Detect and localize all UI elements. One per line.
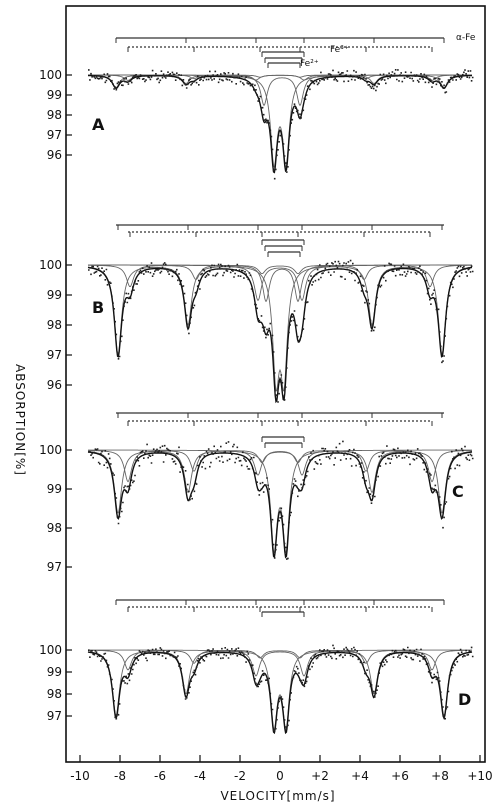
x-tick-label: -10 (70, 769, 90, 783)
component-curve (88, 74, 472, 169)
x-axis-label: VELOCITY[mm/s] (220, 789, 335, 803)
panel-label-d: D (458, 690, 471, 709)
y-tick-label: 97 (47, 128, 62, 142)
y-tick-label: 98 (47, 318, 62, 332)
plot-frame (65, 5, 486, 763)
x-tick-label: +8 (431, 769, 449, 783)
data-points (88, 69, 474, 180)
fit-envelope-curve (88, 74, 472, 174)
y-tick-label: 99 (47, 88, 62, 102)
spectra-panels: 100 99 98 97 96 Aα-Fe Fe³⁺ Fe²⁺ 100 99 98 97 96 B 100 9… (39, 33, 476, 735)
component-curve (88, 449, 472, 554)
component-curve (87, 266, 473, 355)
y-tick-label: 96 (47, 148, 62, 162)
subspectrum-label: Fe²⁺ (300, 59, 319, 69)
fit-envelope-curve (87, 451, 473, 559)
y-tick-label: 98 (47, 687, 62, 701)
y-tick-label: 99 (47, 288, 62, 302)
panel-label-c: C (452, 482, 464, 501)
component-curve (87, 650, 473, 717)
y-tick-label: 97 (47, 560, 62, 574)
x-tick-label: +10 (467, 769, 492, 783)
x-tick-label: -6 (154, 769, 166, 783)
fit-envelope-curve (87, 651, 473, 735)
panel-c: 100 99 98 97 C (39, 412, 474, 574)
component-curve (88, 264, 472, 287)
y-tick-label: 100 (39, 643, 62, 657)
y-tick-label: 99 (47, 665, 62, 679)
y-tick-label: 100 (39, 258, 62, 272)
component-curve (87, 449, 473, 483)
x-tick-label: +6 (391, 769, 409, 783)
x-tick-label: -8 (114, 769, 126, 783)
y-tick-label: 98 (47, 108, 62, 122)
y-tick-label: 99 (47, 482, 62, 496)
y-tick-label: 98 (47, 521, 62, 535)
component-curve (88, 649, 472, 731)
component-curve (88, 264, 472, 392)
panel-label-b: B (92, 298, 104, 317)
y-tick-label: 97 (47, 709, 62, 723)
y-tick-label: 96 (47, 378, 62, 392)
component-curve (88, 264, 472, 302)
y-tick-label: 100 (39, 68, 62, 82)
component-curve (88, 74, 472, 107)
x-tick-label: +4 (351, 769, 369, 783)
x-tick-label: -4 (194, 769, 206, 783)
y-tick-label: 97 (47, 348, 62, 362)
component-curve (88, 450, 472, 514)
subspectrum-label: Fe³⁺ (330, 45, 349, 55)
y-tick-label: 100 (39, 443, 62, 457)
data-points (88, 259, 474, 403)
x-axis: -10 -8 -6 -4 -2 0 +2 +4 +6 +8 +10 (70, 755, 493, 783)
data-points (88, 440, 474, 560)
data-points (88, 644, 474, 732)
subspectrum-label: α-Fe (456, 33, 476, 43)
y-axis-label: ABSORPTION[%] (13, 364, 27, 476)
x-tick-label: -2 (234, 769, 246, 783)
panel-a: 100 99 98 97 96 Aα-Fe Fe³⁺ Fe²⁺ (39, 33, 476, 180)
panel-label-a: A (92, 115, 105, 134)
component-curve (88, 649, 472, 671)
panel-b: 100 99 98 97 96 B (39, 224, 474, 404)
x-tick-label: +2 (311, 769, 329, 783)
panel-d: 100 99 98 97 D (39, 599, 474, 735)
x-tick-label: 0 (276, 769, 284, 783)
fit-envelope-curve (87, 266, 473, 404)
